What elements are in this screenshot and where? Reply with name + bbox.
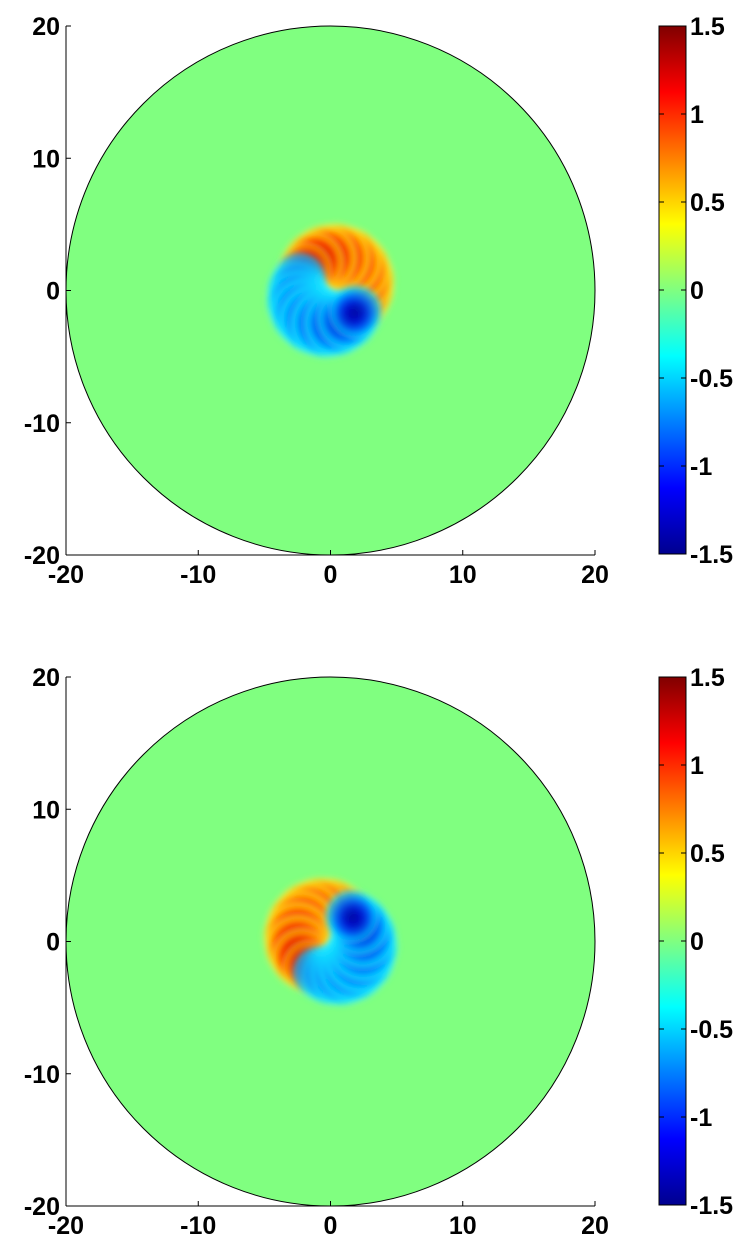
colorbar-tick-label: 1	[690, 752, 704, 780]
y-tick-label: 20	[32, 13, 60, 41]
y-tick-label: 20	[32, 664, 60, 692]
colorbar-tick-label: 1.5	[690, 664, 725, 692]
colorbar-tick-label: 0.5	[690, 840, 725, 868]
x-tick-label: 0	[324, 1212, 338, 1240]
y-tick-label: -10	[24, 410, 60, 438]
y-tick-label: -20	[24, 542, 60, 570]
colorbar-tick-label: 0	[690, 277, 704, 305]
y-tick-label: 0	[46, 929, 60, 957]
x-tick-label: -20	[48, 561, 84, 589]
y-tick-label: -10	[24, 1061, 60, 1089]
colorbar-tick-label: 0.5	[690, 189, 725, 217]
x-tick-label: 10	[449, 1212, 477, 1240]
colorbar-tick-label: 1.5	[690, 13, 725, 41]
negative-crescent	[264, 250, 385, 360]
colorbar-tick-label: -1.5	[690, 1192, 733, 1220]
y-tick-label: 0	[46, 278, 60, 306]
y-tick-label: -20	[24, 1193, 60, 1221]
x-tick-label: 20	[581, 561, 609, 589]
heatmap-panel-2: -20 -10 0 10 20 -20 -10 0 10 20 1.5 1 0.5 0 -0.5 -1 -1.5	[24, 664, 733, 1240]
colorbar-tick-label: -0.5	[690, 1016, 733, 1044]
x-tick-label: -20	[48, 1212, 84, 1240]
colorbar-tick-label: 0	[690, 928, 704, 956]
heatmap-panel-1: -20 -10 0 10 20 -20 -10 0 10 20 1.5 1 0.5 0 -0.5 -1 -1.5	[24, 13, 733, 589]
x-tick-label: -10	[180, 1212, 216, 1240]
x-tick-label: 0	[324, 561, 338, 589]
y-tick-label: 10	[32, 145, 60, 173]
crescent-blob	[327, 283, 385, 341]
colorbar-tick-label: -0.5	[690, 365, 733, 393]
colorbar-tick-label: -1	[690, 453, 712, 481]
y-tick-label: 10	[32, 796, 60, 824]
negative-crescent	[290, 887, 400, 1008]
colorbar-tick-label: 1	[690, 101, 704, 129]
colorbar-tick-label: -1.5	[690, 541, 733, 569]
crescent-blob	[323, 887, 381, 945]
colorbar: 1.5 1 0.5 0 -0.5 -1 -1.5	[658, 664, 733, 1220]
x-tick-label: -10	[180, 561, 216, 589]
colorbar-tick-label: -1	[690, 1104, 712, 1132]
x-tick-label: 20	[581, 1212, 609, 1240]
x-tick-label: 10	[449, 561, 477, 589]
colorbar: 1.5 1 0.5 0 -0.5 -1 -1.5	[658, 13, 733, 569]
